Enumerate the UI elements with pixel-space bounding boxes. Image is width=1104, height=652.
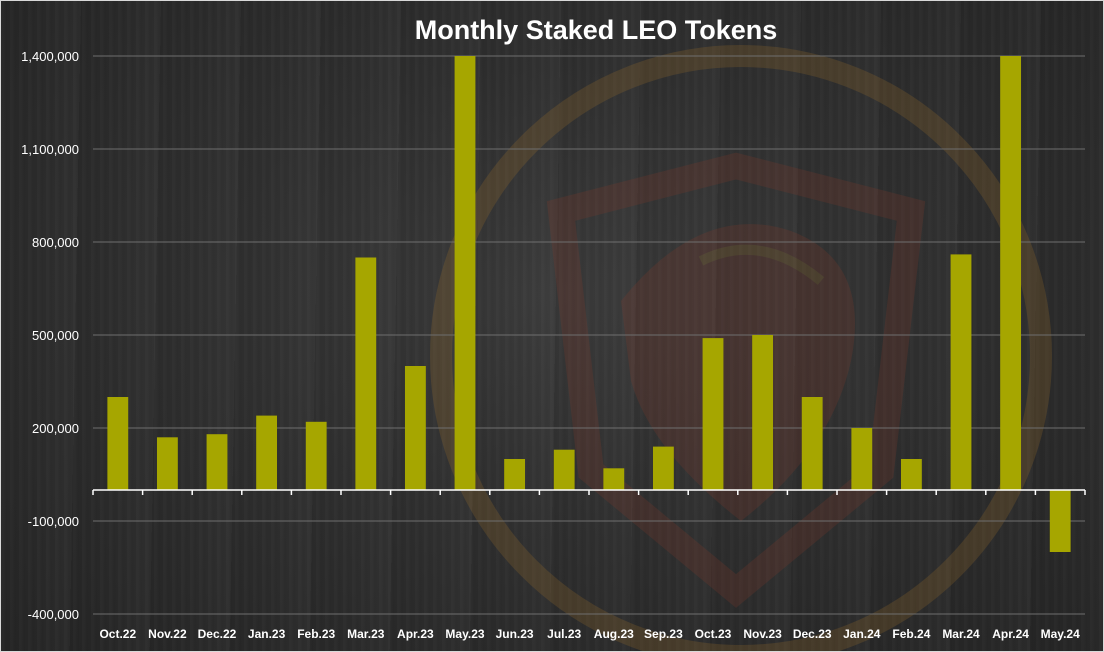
- bar-sep-23: [652, 446, 674, 490]
- x-tick-label: Apr.23: [397, 627, 434, 641]
- bar-may-23: [454, 56, 476, 490]
- x-tick-label: Jan.24: [843, 627, 881, 641]
- x-tick-label: Dec.23: [793, 627, 832, 641]
- x-tick-label: Sep.23: [644, 627, 683, 641]
- x-tick-label: Nov.23: [743, 627, 782, 641]
- x-axis-tick-labels: Oct.22 Nov.22 Dec.22 Jan.23 Feb.23 Mar.23 Apr.…: [99, 627, 1080, 641]
- x-tick-label: Dec.22: [198, 627, 237, 641]
- x-tick-label: Apr.24: [992, 627, 1029, 641]
- bar-mar-23: [355, 257, 377, 490]
- bar-may-24: [1049, 490, 1071, 552]
- bar-jan-24: [851, 428, 873, 490]
- x-tick-label: Jan.23: [248, 627, 286, 641]
- x-tick-label: Feb.23: [297, 627, 335, 641]
- bar-dec-23: [801, 397, 823, 490]
- x-tick-label: May.24: [1041, 627, 1080, 641]
- x-axis-baseline: [92, 489, 1086, 495]
- bar-oct-23: [702, 338, 724, 490]
- y-tick-label: -400,000: [28, 607, 79, 622]
- x-tick-label: Feb.24: [892, 627, 930, 641]
- y-tick-label: 1,100,000: [21, 142, 79, 157]
- bar-apr-24: [1000, 56, 1022, 490]
- bar-nov-22: [156, 437, 178, 490]
- y-tick-label: 800,000: [32, 235, 79, 250]
- bar-apr-23: [404, 366, 426, 490]
- x-tick-label: Jul.23: [547, 627, 581, 641]
- x-tick-label: Oct.22: [99, 627, 136, 641]
- x-tick-label: Mar.23: [347, 627, 385, 641]
- x-tick-label: Nov.22: [148, 627, 187, 641]
- x-tick-label: Oct.23: [695, 627, 732, 641]
- x-tick-label: Aug.23: [594, 627, 634, 641]
- y-tick-label: -100,000: [28, 514, 79, 529]
- bar-feb-23: [305, 421, 327, 490]
- y-axis-tick-labels: -400,000 -100,000 200,000 500,000 800,000 1,1…: [21, 49, 79, 622]
- y-tick-label: 500,000: [32, 328, 79, 343]
- y-tick-label: 1,400,000: [21, 49, 79, 64]
- bar-nov-23: [752, 335, 774, 490]
- bars: [107, 56, 1071, 552]
- bar-mar-24: [950, 254, 972, 490]
- x-tick-label: Mar.24: [942, 627, 980, 641]
- bar-feb-24: [900, 459, 922, 490]
- x-tick-label: May.23: [445, 627, 484, 641]
- bar-jan-23: [256, 415, 278, 490]
- y-tick-label: 200,000: [32, 421, 79, 436]
- bar-dec-22: [206, 434, 228, 490]
- bar-aug-23: [603, 468, 625, 490]
- bar-jun-23: [504, 459, 526, 490]
- chart-title: Monthly Staked LEO Tokens: [415, 15, 778, 45]
- bar-oct-22: [107, 397, 129, 490]
- bar-jul-23: [553, 449, 575, 490]
- x-tick-label: Jun.23: [496, 627, 534, 641]
